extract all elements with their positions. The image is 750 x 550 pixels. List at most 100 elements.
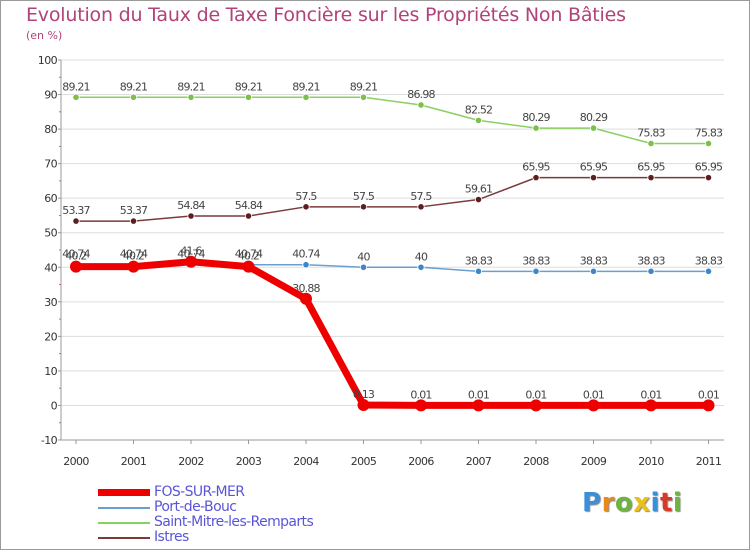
chart-unit-label: (en %)	[26, 29, 63, 42]
legend-swatch-port-de-bouc	[98, 507, 150, 509]
x-tick-label: 2005	[351, 455, 377, 468]
data-point-fos-sur-mer[interactable]	[357, 399, 370, 412]
data-label-saint-mitre-les-remparts: 89.21	[350, 80, 378, 93]
data-point-saint-mitre-les-remparts[interactable]	[302, 93, 310, 101]
data-point-saint-mitre-les-remparts[interactable]	[187, 93, 195, 101]
data-label-saint-mitre-les-remparts: 89.21	[177, 80, 205, 93]
data-point-fos-sur-mer[interactable]	[415, 399, 427, 412]
logo-letter: i	[672, 488, 683, 518]
series-line-fos-sur-mer	[72, 258, 712, 409]
data-label-port-de-bouc: 40.74	[235, 248, 263, 261]
data-point-fos-sur-mer[interactable]	[70, 260, 82, 273]
data-label-istres: 54.84	[177, 199, 205, 212]
data-point-port-de-bouc[interactable]	[589, 267, 598, 275]
data-label-istres: 65.95	[695, 161, 723, 174]
data-point-fos-sur-mer[interactable]	[472, 399, 485, 412]
data-label-port-de-bouc: 38.83	[580, 254, 608, 267]
data-label-saint-mitre-les-remparts: 89.21	[292, 80, 320, 93]
data-label-istres: 65.95	[580, 161, 608, 174]
legend-swatch-fos-sur-mer	[98, 489, 150, 496]
x-tick-label: 2001	[121, 455, 147, 468]
data-point-fos-sur-mer[interactable]	[702, 399, 715, 412]
data-labels: 89.21 89.21 89.21 89.21 89.21 89.21 86.98 82.52…	[62, 80, 724, 401]
data-point-fos-sur-mer[interactable]	[242, 260, 255, 273]
data-label-saint-mitre-les-remparts: 86.98	[407, 88, 435, 101]
data-point-saint-mitre-les-remparts[interactable]	[244, 93, 253, 101]
data-label-saint-mitre-les-remparts: 82.52	[465, 103, 493, 116]
data-label-fos-sur-mer: 0.13	[353, 388, 375, 401]
data-point-saint-mitre-les-remparts[interactable]	[129, 93, 138, 101]
data-point-saint-mitre-les-remparts[interactable]	[589, 124, 598, 132]
logo-letter: t	[659, 488, 673, 518]
x-tick-label: 2000	[63, 455, 89, 468]
data-point-fos-sur-mer[interactable]	[645, 399, 657, 412]
data-point-saint-mitre-les-remparts[interactable]	[72, 93, 80, 101]
data-point-fos-sur-mer[interactable]	[185, 255, 197, 268]
data-point-saint-mitre-les-remparts[interactable]	[704, 139, 713, 148]
data-point-istres[interactable]	[244, 212, 253, 220]
data-point-istres[interactable]	[302, 203, 310, 211]
y-tick-label: 0	[51, 399, 58, 412]
y-tick-label: 20	[44, 330, 57, 343]
x-tick-label: 2007	[466, 455, 492, 468]
data-point-port-de-bouc[interactable]	[359, 263, 368, 271]
data-label-fos-sur-mer: 0.01	[468, 388, 489, 401]
data-point-saint-mitre-les-remparts[interactable]	[474, 116, 483, 124]
y-tick-label: 90	[44, 89, 57, 102]
logo-letter: P	[582, 488, 602, 518]
chart-title: Evolution du Taux de Taxe Foncière sur l…	[26, 4, 626, 26]
data-point-port-de-bouc[interactable]	[532, 267, 540, 275]
y-tick-label: 70	[44, 158, 57, 171]
data-point-fos-sur-mer[interactable]	[127, 260, 140, 273]
data-label-saint-mitre-les-remparts: 89.21	[62, 80, 90, 93]
data-point-fos-sur-mer[interactable]	[300, 292, 312, 305]
data-point-fos-sur-mer[interactable]	[587, 399, 600, 412]
legend-label: Port-de-Bouc	[154, 499, 237, 515]
data-point-port-de-bouc[interactable]	[474, 267, 483, 275]
data-point-istres[interactable]	[704, 174, 713, 182]
y-tick-label: 10	[44, 365, 57, 378]
data-point-istres[interactable]	[417, 203, 425, 211]
logo-letter: x	[633, 488, 651, 518]
data-point-istres[interactable]	[187, 212, 195, 220]
y-tick-label: 60	[44, 192, 57, 205]
data-label-saint-mitre-les-remparts: 75.83	[637, 126, 665, 139]
data-point-istres[interactable]	[589, 174, 598, 182]
data-point-istres[interactable]	[129, 217, 138, 225]
data-label-fos-sur-mer: 30.88	[292, 282, 320, 295]
data-label-istres: 65.95	[522, 161, 550, 174]
series-line-istres	[75, 176, 710, 222]
x-tick-label: 2010	[638, 455, 664, 468]
data-label-fos-sur-mer: 0.01	[410, 388, 431, 401]
x-tick-label: 2009	[581, 455, 607, 468]
logo-letter: r	[601, 488, 615, 518]
data-label-port-de-bouc: 38.83	[522, 254, 550, 267]
data-point-saint-mitre-les-remparts[interactable]	[532, 124, 540, 132]
y-tick-label: 80	[44, 123, 57, 136]
data-label-saint-mitre-les-remparts: 89.21	[235, 80, 263, 93]
data-point-istres[interactable]	[647, 174, 655, 182]
data-point-port-de-bouc[interactable]	[302, 261, 310, 269]
data-point-saint-mitre-les-remparts[interactable]	[647, 139, 655, 148]
data-point-istres[interactable]	[359, 203, 368, 211]
data-point-istres[interactable]	[474, 195, 483, 204]
y-tick-label: 40	[44, 261, 57, 274]
data-point-port-de-bouc[interactable]	[417, 263, 425, 271]
data-label-fos-sur-mer: 0.01	[698, 388, 719, 401]
x-tick-label: 2006	[408, 455, 434, 468]
data-point-port-de-bouc[interactable]	[647, 267, 655, 275]
x-tick-label: 2002	[178, 455, 204, 468]
logo-letter: o	[614, 488, 634, 518]
data-point-saint-mitre-les-remparts[interactable]	[359, 93, 368, 101]
data-label-istres: 65.95	[637, 161, 665, 174]
data-point-saint-mitre-les-remparts[interactable]	[417, 101, 425, 109]
legend-label: Istres	[154, 529, 189, 545]
data-label-istres: 57.5	[353, 190, 375, 203]
series-lines	[70, 93, 715, 412]
x-tick-label: 2011	[696, 455, 722, 468]
data-point-port-de-bouc[interactable]	[704, 267, 713, 275]
data-point-fos-sur-mer[interactable]	[530, 399, 542, 412]
data-point-istres[interactable]	[72, 217, 80, 225]
data-label-fos-sur-mer: 0.01	[583, 388, 604, 401]
data-point-istres[interactable]	[532, 174, 540, 182]
